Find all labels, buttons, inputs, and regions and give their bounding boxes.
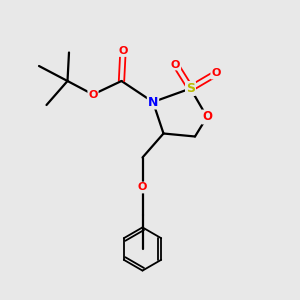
Text: S: S: [186, 82, 195, 95]
Text: O: O: [138, 182, 147, 193]
Text: O: O: [211, 68, 221, 79]
Text: O: O: [171, 59, 180, 70]
Text: N: N: [148, 95, 158, 109]
Text: O: O: [118, 46, 128, 56]
Text: O: O: [202, 110, 212, 124]
Text: O: O: [88, 89, 98, 100]
